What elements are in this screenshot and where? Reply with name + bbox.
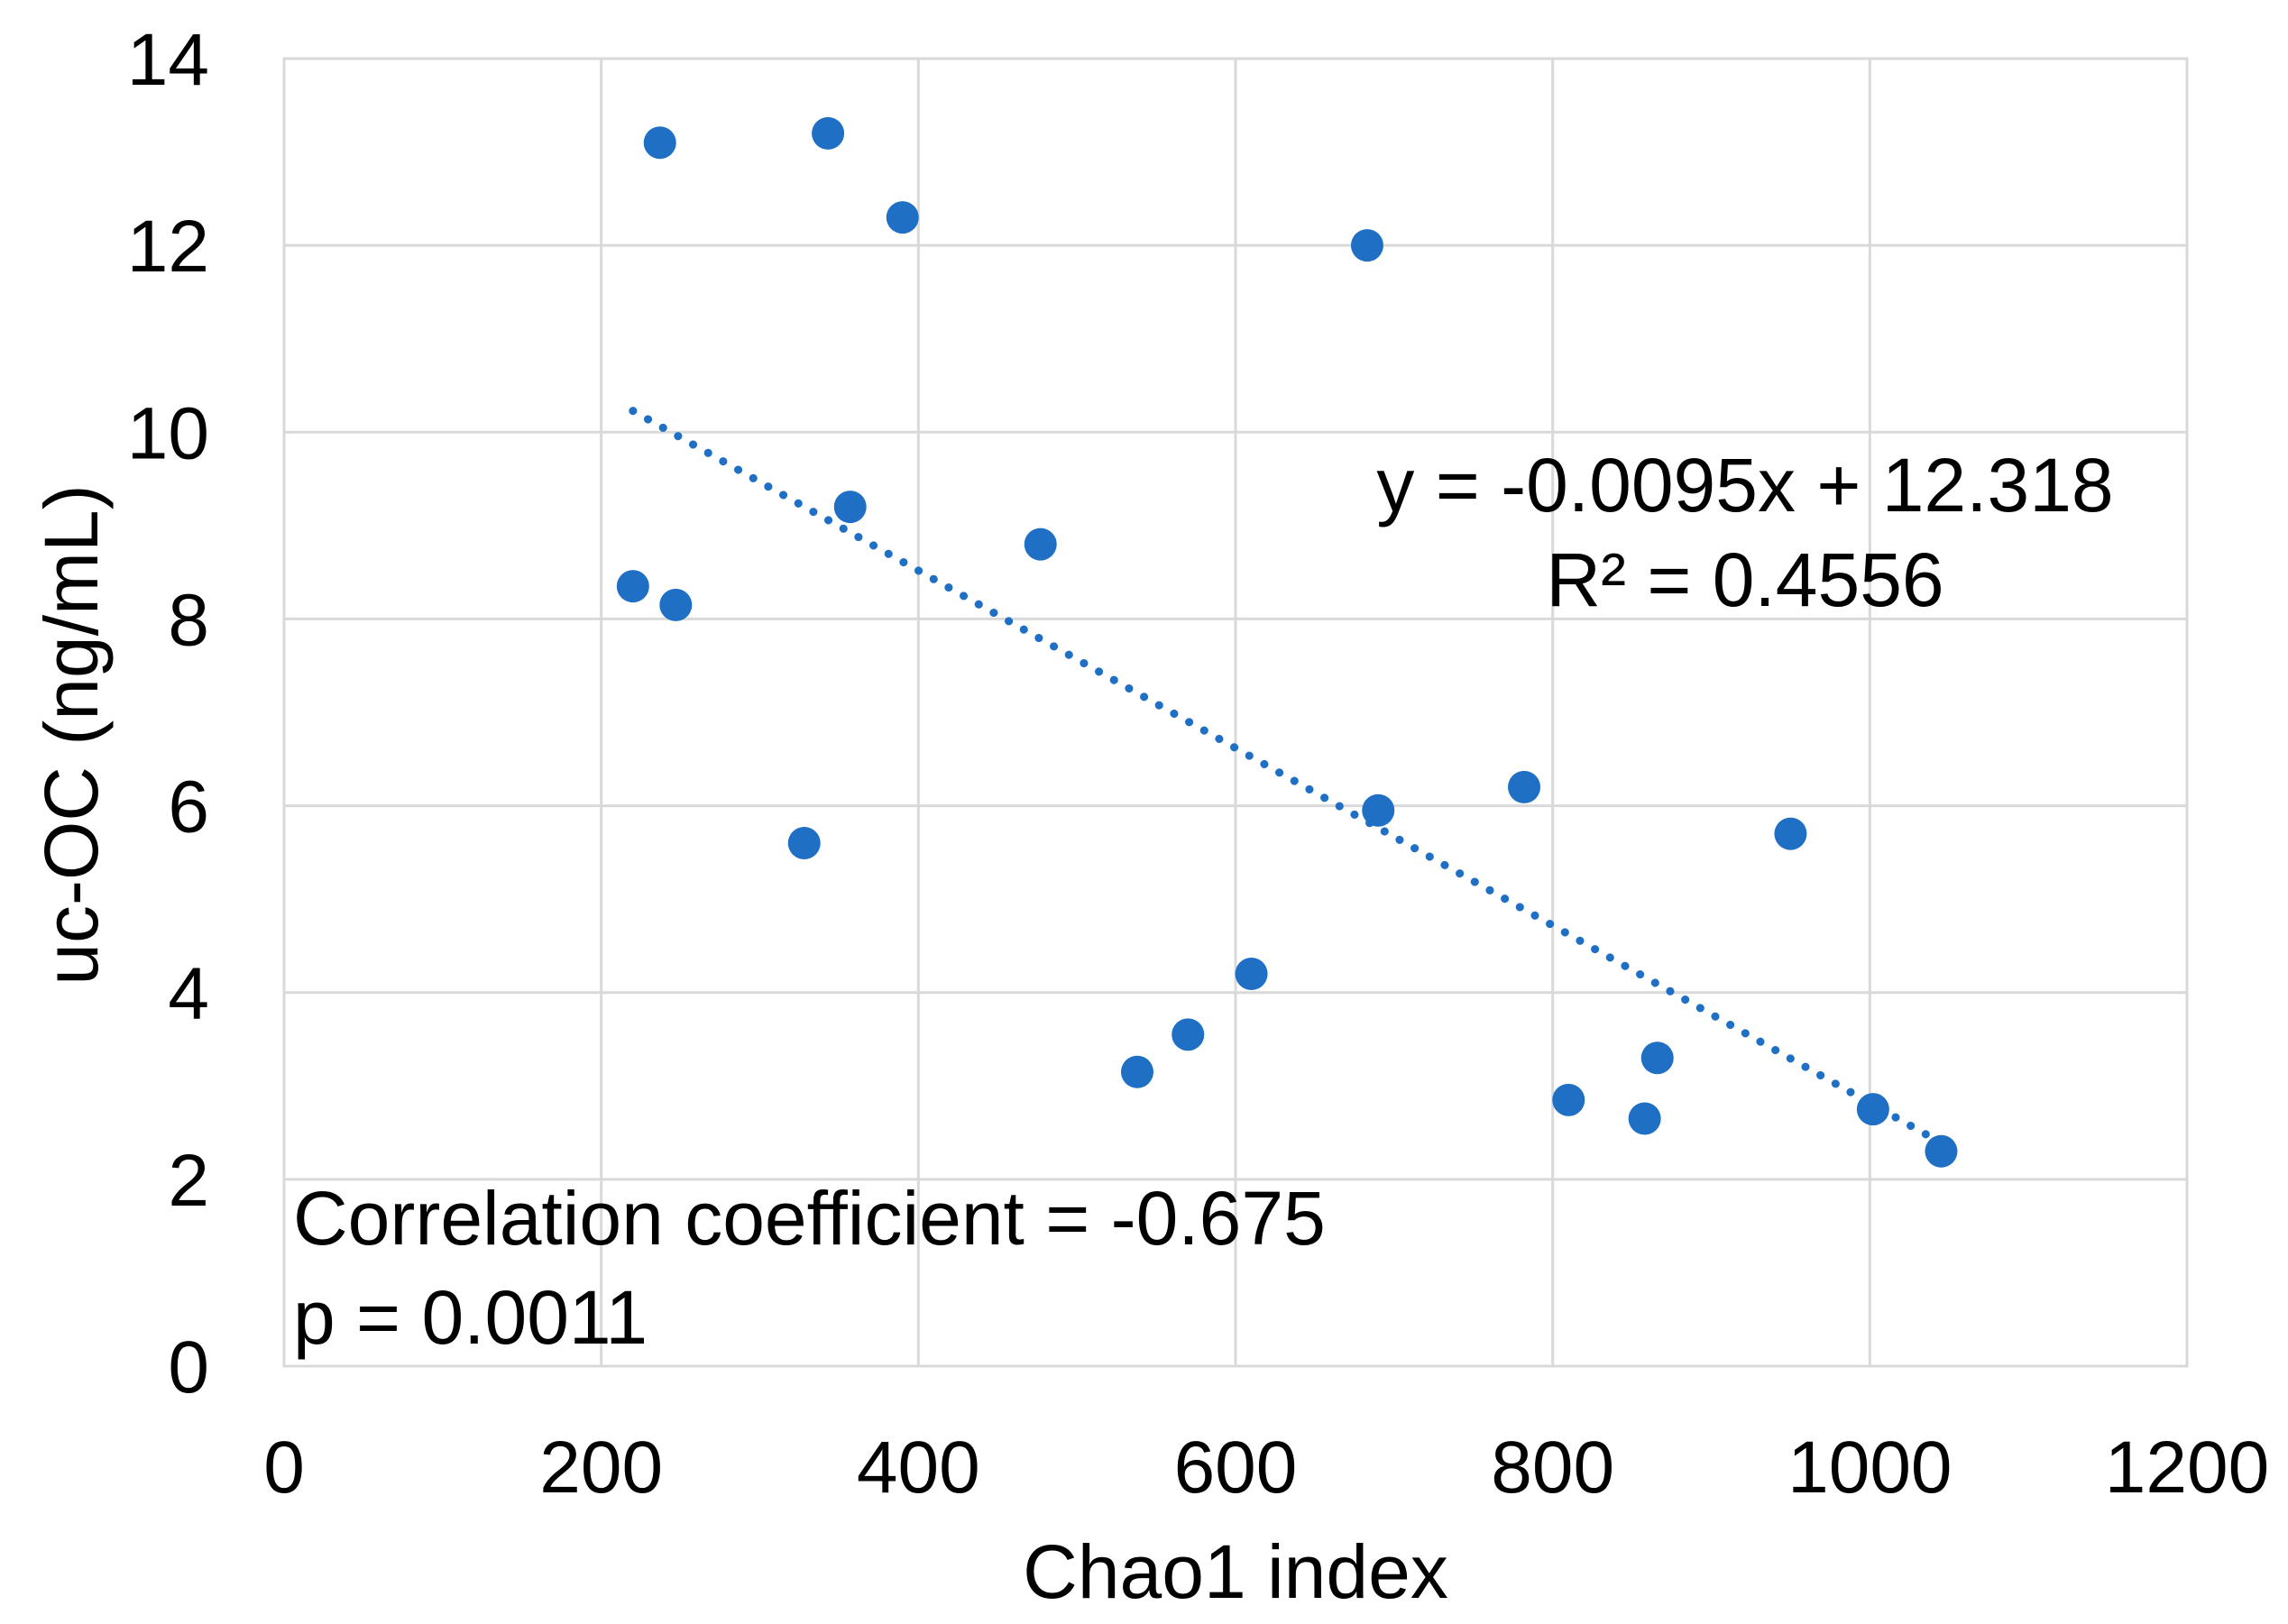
data-point — [1120, 1055, 1153, 1088]
p-value-label: p = 0.0011 — [293, 1275, 648, 1360]
data-point — [616, 570, 649, 603]
data-point — [1925, 1134, 1958, 1168]
y-axis-tick-labels: 0 2 4 6 8 10 12 14 — [127, 19, 209, 1408]
data-point — [1235, 958, 1268, 990]
x-tick-label: 800 — [1491, 1427, 1614, 1509]
x-tick-label: 400 — [857, 1427, 980, 1509]
x-axis-title: Chao1 index — [1023, 1529, 1448, 1614]
y-tick-label: 14 — [127, 19, 209, 101]
data-point — [1552, 1083, 1585, 1116]
data-point — [1362, 794, 1395, 827]
correlation-coefficient-label: Correlation coefficient = -0.675 — [293, 1176, 1326, 1261]
data-point — [659, 588, 693, 621]
data-point — [1024, 528, 1057, 561]
trendline-equation: y = -0.0095x + 12.318 — [1376, 443, 2113, 528]
x-axis-tick-labels: 0 200 400 600 800 1000 1200 — [263, 1427, 2269, 1509]
x-tick-label: 1200 — [2105, 1427, 2269, 1509]
y-tick-label: 4 — [168, 953, 209, 1035]
y-tick-label: 0 — [168, 1326, 209, 1408]
y-tick-label: 2 — [168, 1140, 209, 1222]
plot-area-border — [282, 57, 2189, 1368]
data-point — [812, 116, 845, 150]
data-point — [1628, 1102, 1661, 1135]
data-point — [1774, 817, 1807, 850]
y-tick-label: 10 — [127, 392, 209, 474]
data-point — [1172, 1018, 1205, 1051]
data-point — [833, 491, 867, 524]
r-squared-label: R² = 0.4556 — [1546, 537, 1943, 622]
x-tick-label: 1000 — [1787, 1427, 1952, 1509]
data-point — [787, 827, 821, 859]
data-point — [1508, 770, 1541, 803]
x-tick-label: 600 — [1174, 1427, 1298, 1509]
data-point — [1640, 1041, 1674, 1075]
y-axis-title: uc-OC (ng/mL) — [29, 484, 114, 985]
data-point — [643, 126, 676, 160]
gridlines — [282, 57, 2189, 1368]
y-tick-label: 6 — [168, 766, 209, 849]
data-point — [886, 201, 919, 234]
y-tick-label: 8 — [168, 579, 209, 661]
data-points — [616, 116, 1958, 1168]
x-tick-label: 0 — [263, 1427, 305, 1509]
data-point — [1350, 229, 1383, 262]
data-point — [1856, 1093, 1889, 1126]
x-tick-label: 200 — [539, 1427, 663, 1509]
y-tick-label: 12 — [127, 206, 209, 288]
